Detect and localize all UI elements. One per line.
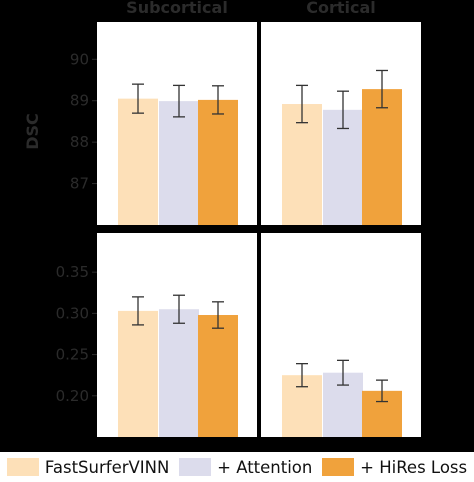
error-bar bbox=[173, 294, 185, 324]
legend-swatch bbox=[6, 458, 39, 476]
y-tick-label: 87 bbox=[70, 175, 89, 193]
legend-swatch bbox=[322, 458, 355, 476]
bar bbox=[198, 315, 238, 437]
bar bbox=[362, 89, 402, 225]
legend-swatch bbox=[179, 458, 212, 476]
column-title: Subcortical bbox=[126, 0, 228, 17]
error-bar bbox=[132, 296, 144, 326]
y-axis-label: DSC bbox=[23, 113, 42, 150]
legend-item: + Attention bbox=[179, 458, 312, 477]
error-bar bbox=[376, 379, 388, 403]
error-bar bbox=[337, 359, 349, 386]
y-tick-label: 0.25 bbox=[56, 346, 89, 364]
y-tick-label: 90 bbox=[70, 50, 89, 68]
error-bar bbox=[212, 85, 224, 115]
error-bar bbox=[376, 69, 388, 109]
legend-label: + HiRes Loss bbox=[360, 457, 468, 477]
bar bbox=[282, 104, 322, 225]
column-title: Cortical bbox=[306, 0, 376, 17]
y-tick-label: 0.35 bbox=[56, 263, 89, 281]
error-bar bbox=[296, 84, 308, 124]
legend: FastSurferVINN + Attention + HiRes Loss bbox=[0, 452, 474, 482]
error-bar bbox=[296, 362, 308, 388]
error-bar bbox=[173, 84, 185, 118]
y-tick-label: 0.20 bbox=[56, 387, 89, 405]
bar bbox=[159, 101, 199, 225]
legend-item: FastSurferVINN bbox=[6, 457, 170, 477]
legend-label: + Attention bbox=[217, 457, 313, 477]
error-bar bbox=[132, 83, 144, 114]
y-tick-label: 89 bbox=[70, 92, 89, 110]
bar bbox=[159, 309, 199, 437]
legend-label: FastSurferVINN bbox=[44, 457, 170, 477]
error-bar bbox=[212, 301, 224, 329]
y-tick-label: 88 bbox=[70, 133, 89, 151]
y-tick-label: 0.30 bbox=[56, 304, 89, 322]
bar bbox=[198, 99, 238, 225]
bar bbox=[118, 310, 158, 437]
legend-item: + HiRes Loss bbox=[322, 458, 467, 477]
bar bbox=[118, 98, 158, 225]
error-bar bbox=[337, 90, 349, 130]
